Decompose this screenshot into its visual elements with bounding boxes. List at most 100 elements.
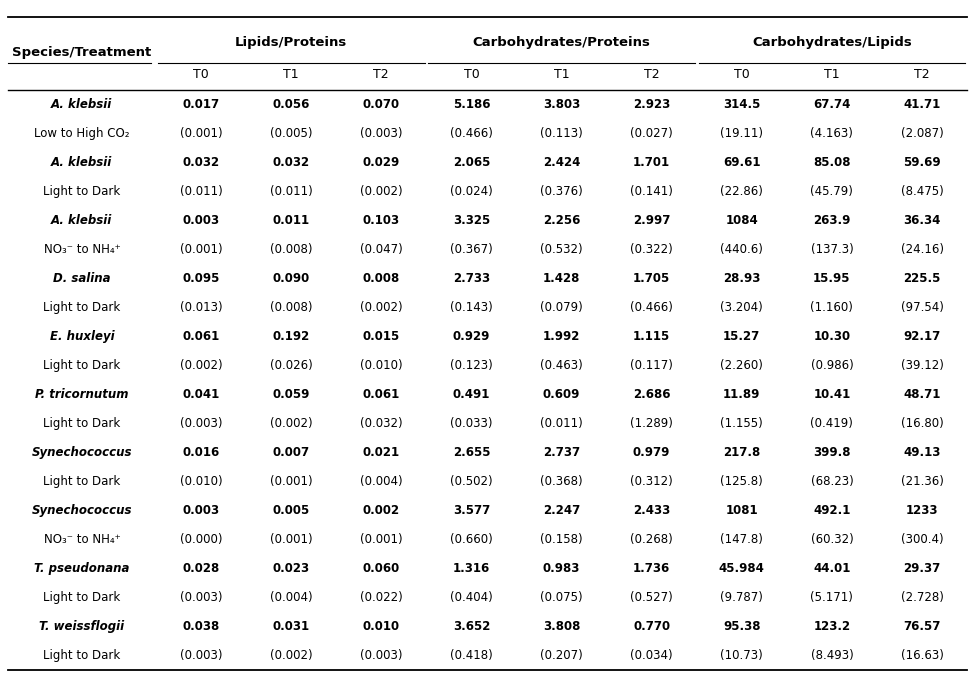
Text: (0.011): (0.011) [179, 186, 223, 199]
Text: (0.404): (0.404) [450, 591, 493, 604]
Text: 85.08: 85.08 [813, 156, 851, 169]
Text: (0.003): (0.003) [180, 417, 222, 430]
Text: (39.12): (39.12) [900, 359, 944, 372]
Text: 1233: 1233 [906, 504, 938, 517]
Text: (0.502): (0.502) [451, 475, 492, 488]
Text: (0.367): (0.367) [450, 243, 493, 256]
Text: 0.103: 0.103 [362, 214, 400, 227]
Text: T. pseudonana: T. pseudonana [34, 562, 130, 575]
Text: (1.155): (1.155) [720, 417, 764, 430]
Text: (8.493): (8.493) [810, 649, 854, 662]
Text: (0.532): (0.532) [541, 243, 582, 256]
Text: T0: T0 [463, 68, 480, 82]
Text: (5.171): (5.171) [810, 591, 854, 604]
Text: 2.247: 2.247 [543, 504, 580, 517]
Text: (0.008): (0.008) [270, 301, 312, 314]
Text: (0.002): (0.002) [270, 649, 312, 662]
Text: 2.737: 2.737 [543, 446, 580, 459]
Text: 0.017: 0.017 [182, 99, 220, 112]
Text: (16.80): (16.80) [900, 417, 944, 430]
Text: 2.997: 2.997 [633, 214, 671, 227]
Text: (0.463): (0.463) [540, 359, 583, 372]
Text: 1.428: 1.428 [543, 272, 580, 285]
Text: 15.95: 15.95 [813, 272, 851, 285]
Text: (0.047): (0.047) [359, 243, 403, 256]
Text: 1084: 1084 [726, 214, 758, 227]
Text: (0.268): (0.268) [630, 533, 673, 546]
Text: (19.11): (19.11) [720, 127, 764, 140]
Text: Low to High CO₂: Low to High CO₂ [34, 127, 130, 140]
Text: 5.186: 5.186 [453, 99, 490, 112]
Text: Light to Dark: Light to Dark [44, 649, 120, 662]
Text: 1.992: 1.992 [543, 330, 580, 343]
Text: Light to Dark: Light to Dark [44, 475, 120, 488]
Text: (0.004): (0.004) [270, 591, 312, 604]
Text: 45.984: 45.984 [719, 562, 765, 575]
Text: 0.060: 0.060 [362, 562, 400, 575]
Text: T2: T2 [643, 68, 660, 82]
Text: (0.079): (0.079) [540, 301, 583, 314]
Text: 0.005: 0.005 [272, 504, 310, 517]
Text: (440.6): (440.6) [720, 243, 764, 256]
Text: (68.23): (68.23) [810, 475, 854, 488]
Text: 0.041: 0.041 [182, 388, 220, 401]
Text: Species/Treatment: Species/Treatment [12, 46, 151, 59]
Text: (4.163): (4.163) [810, 127, 854, 140]
Text: (0.004): (0.004) [360, 475, 402, 488]
Text: (9.787): (9.787) [720, 591, 764, 604]
Text: (0.026): (0.026) [269, 359, 313, 372]
Text: 41.71: 41.71 [903, 99, 941, 112]
Text: (0.003): (0.003) [180, 591, 222, 604]
Text: (0.123): (0.123) [450, 359, 493, 372]
Text: (0.001): (0.001) [270, 533, 312, 546]
Text: 11.89: 11.89 [723, 388, 761, 401]
Text: 0.192: 0.192 [272, 330, 310, 343]
Text: (0.143): (0.143) [450, 301, 493, 314]
Text: 0.609: 0.609 [543, 388, 580, 401]
Text: Synechococcus: Synechococcus [32, 446, 132, 459]
Text: (0.660): (0.660) [450, 533, 493, 546]
Text: T0: T0 [734, 68, 750, 82]
Text: 15.27: 15.27 [723, 330, 761, 343]
Text: 0.008: 0.008 [362, 272, 400, 285]
Text: 29.37: 29.37 [903, 562, 941, 575]
Text: (0.013): (0.013) [180, 301, 222, 314]
Text: Light to Dark: Light to Dark [44, 359, 120, 372]
Text: 217.8: 217.8 [723, 446, 761, 459]
Text: 0.070: 0.070 [362, 99, 400, 112]
Text: (0.002): (0.002) [180, 359, 222, 372]
Text: (0.003): (0.003) [180, 649, 222, 662]
Text: (0.117): (0.117) [630, 359, 673, 372]
Text: (0.010): (0.010) [180, 475, 222, 488]
Text: 0.011: 0.011 [272, 214, 310, 227]
Text: 1.115: 1.115 [633, 330, 671, 343]
Text: (0.003): (0.003) [360, 649, 402, 662]
Text: 0.929: 0.929 [453, 330, 490, 343]
Text: (0.032): (0.032) [360, 417, 402, 430]
Text: 92.17: 92.17 [903, 330, 941, 343]
Text: (0.002): (0.002) [360, 186, 402, 199]
Text: (0.075): (0.075) [541, 591, 582, 604]
Text: (0.001): (0.001) [270, 475, 312, 488]
Text: (0.008): (0.008) [270, 243, 312, 256]
Text: 3.325: 3.325 [453, 214, 490, 227]
Text: 95.38: 95.38 [723, 620, 761, 633]
Text: 0.023: 0.023 [272, 562, 310, 575]
Text: 2.256: 2.256 [543, 214, 580, 227]
Text: 0.979: 0.979 [633, 446, 671, 459]
Text: (0.418): (0.418) [450, 649, 493, 662]
Text: T. weissflogii: T. weissflogii [40, 620, 124, 633]
Text: 0.016: 0.016 [182, 446, 220, 459]
Text: (0.207): (0.207) [540, 649, 583, 662]
Text: 0.028: 0.028 [182, 562, 220, 575]
Text: 44.01: 44.01 [813, 562, 851, 575]
Text: 0.095: 0.095 [182, 272, 220, 285]
Text: (2.728): (2.728) [900, 591, 944, 604]
Text: 1.736: 1.736 [633, 562, 671, 575]
Text: (137.3): (137.3) [810, 243, 854, 256]
Text: A. klebsii: A. klebsii [51, 99, 112, 112]
Text: (22.86): (22.86) [720, 186, 764, 199]
Text: (0.010): (0.010) [360, 359, 402, 372]
Text: 0.032: 0.032 [182, 156, 220, 169]
Text: (24.16): (24.16) [900, 243, 944, 256]
